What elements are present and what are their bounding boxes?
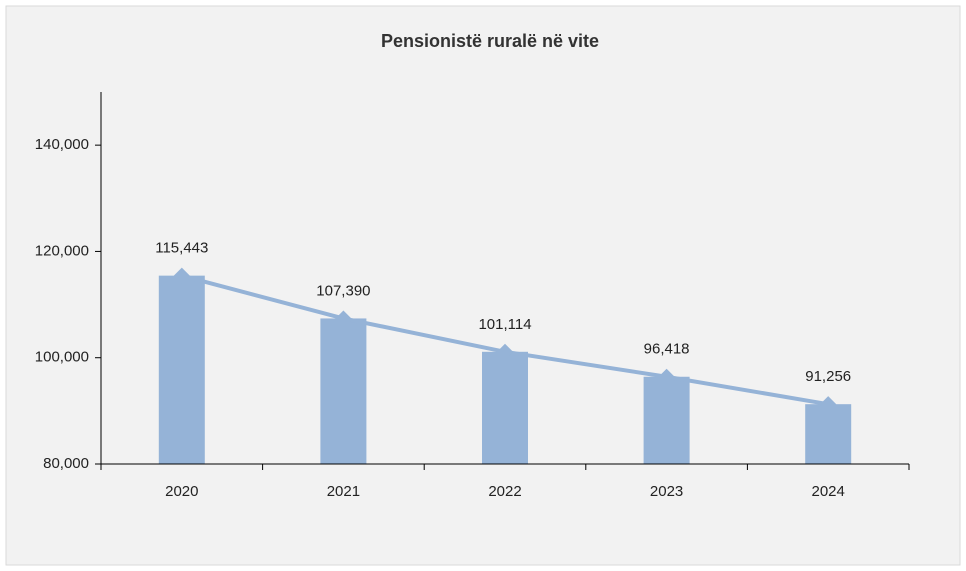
marker	[820, 396, 837, 413]
data-label: 96,418	[644, 341, 690, 358]
marker	[658, 368, 675, 385]
bar	[320, 318, 367, 464]
data-label: 101,114	[478, 316, 531, 333]
bar	[643, 376, 690, 464]
chart-title: Pensionistë ruralë në vite	[381, 31, 599, 51]
x-tick-label: 2024	[812, 483, 845, 500]
y-tick-label: 80,000	[43, 455, 89, 472]
x-tick-label: 2020	[165, 483, 198, 500]
y-tick-label: 100,000	[35, 349, 89, 366]
x-tick-label: 2022	[488, 483, 521, 500]
x-tick-label: 2023	[650, 483, 683, 500]
data-label: 115,443	[155, 240, 208, 257]
marker	[497, 343, 513, 360]
bar	[158, 275, 205, 464]
data-label: 107,390	[316, 282, 370, 299]
marker	[173, 267, 190, 284]
data-label: 91,256	[805, 368, 851, 385]
bar	[482, 351, 528, 464]
bar	[805, 404, 852, 464]
x-tick-label: 2021	[327, 483, 360, 500]
y-tick-label: 140,000	[35, 136, 89, 153]
y-tick-label: 120,000	[35, 242, 89, 259]
marker	[335, 310, 352, 327]
chart-background	[5, 5, 961, 566]
